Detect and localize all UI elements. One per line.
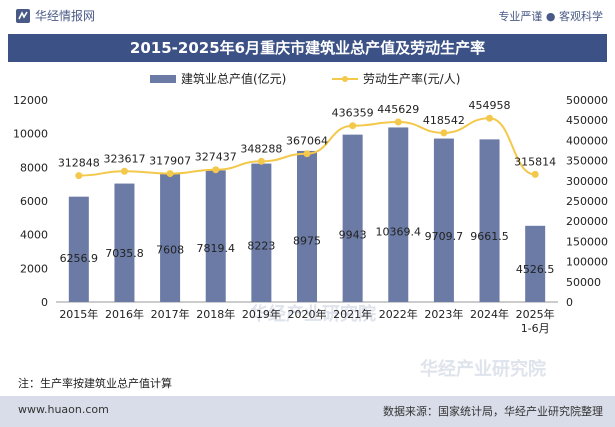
slogan: 专业严谨 ● 客观科学 (498, 10, 603, 23)
y-left-tick-label: 0 (41, 296, 48, 309)
bar (479, 139, 500, 302)
line-point (349, 122, 357, 130)
brand-name: 华经情报网 (35, 9, 96, 23)
bar (160, 173, 181, 302)
x-tick-label: 2021年 (333, 307, 372, 321)
brand-logo-icon (16, 9, 30, 23)
chart-note: 注：生产率按建筑业总产值计算 (18, 377, 172, 390)
bar (114, 183, 135, 302)
bar-value-label: 9661.5 (470, 230, 509, 243)
y-right-tick-label: 250000 (566, 195, 608, 208)
line-value-label: 348288 (240, 142, 282, 155)
bar-value-label: 9943 (339, 228, 367, 241)
line-value-label: 317907 (149, 155, 191, 168)
line-path (78, 117, 536, 177)
y-left-tick-label: 8000 (20, 161, 48, 174)
y-left-tick-label: 4000 (20, 229, 48, 242)
x-tick-label: 2020年 (288, 307, 327, 321)
y-right-tick-label: 100000 (566, 256, 608, 269)
y-right-tick-label: 350000 (566, 155, 608, 168)
line-value-label: 436359 (332, 107, 374, 120)
bar-value-label: 9709.7 (425, 230, 464, 243)
y-right-tick-label: 150000 (566, 235, 608, 248)
x-tick-label: 2018年 (196, 307, 235, 321)
bar (342, 134, 363, 302)
x-tick-label: 2017年 (151, 307, 190, 321)
line-value-label: 312848 (58, 157, 100, 170)
line-point (120, 167, 128, 175)
x-tick-label: 2015年 (59, 307, 98, 321)
bar (251, 163, 272, 302)
bar-value-label: 8223 (247, 239, 275, 252)
chart-plot: 建筑业总产值(亿元) 劳动生产率(元/人) 0 2000 4000 6000 8000 10… (13, 71, 608, 335)
bar (388, 127, 409, 303)
line-point (486, 114, 494, 122)
data-labels: 6256.9 7035.8 7608 7819.4 8223 8975 9943 10369.… (58, 99, 556, 276)
bar (525, 225, 546, 302)
brand[interactable]: 华经情报网 (16, 7, 95, 24)
bar (205, 170, 226, 302)
top-bar: 华经情报网 专业严谨 ● 客观科学 (0, 0, 615, 34)
bar (68, 196, 89, 302)
y-left-tick-label: 2000 (20, 262, 48, 275)
legend-line-marker (342, 76, 348, 82)
line-value-label: 418542 (423, 114, 465, 127)
footer-source: 数据来源：国家统计局，华经产业研究院整理 (383, 405, 603, 418)
legend-bar-label: 建筑业总产值(亿元) (181, 71, 286, 86)
x-tick-label: 2019年 (242, 307, 281, 321)
line-point (75, 172, 83, 180)
x-tick-label: 2024年 (470, 307, 509, 321)
line-point (166, 170, 174, 178)
y-right-tick-label: 0 (566, 296, 573, 309)
x-tick-label: 2016年 (105, 307, 144, 321)
y-right-tick-label: 500000 (566, 94, 608, 107)
y-right-tick-label: 200000 (566, 215, 608, 228)
legend-line-label: 劳动生产率(元/人) (363, 71, 460, 86)
line-value-label: 454958 (469, 99, 511, 112)
bar-value-label: 6256.9 (60, 252, 99, 265)
line-value-label: 315814 (514, 155, 556, 168)
y-left-tick-label: 6000 (20, 195, 48, 208)
line-point (257, 157, 265, 165)
x-tick-label: 2025年 (516, 307, 555, 321)
y-right-tick-label: 50000 (566, 276, 601, 289)
y-left-tick-label: 10000 (13, 128, 48, 141)
bar (297, 150, 317, 302)
x-tick-label: 2023年 (424, 307, 463, 321)
line-point (303, 150, 311, 158)
bar-value-label: 4526.5 (516, 263, 555, 276)
legend: 建筑业总产值(亿元) 劳动生产率(元/人) (150, 71, 460, 86)
line-value-label: 367064 (286, 135, 328, 148)
line-point (531, 170, 539, 178)
line-value-label: 323617 (103, 152, 145, 165)
y-left-tick-label: 12000 (13, 94, 48, 107)
legend-bar-swatch (150, 75, 176, 83)
bar-value-label: 8975 (293, 235, 321, 248)
bar-value-label: 7035.8 (105, 247, 144, 260)
line-value-label: 327437 (195, 151, 237, 164)
y-right-tick-label: 450000 (566, 114, 608, 127)
y-right-tick-label: 300000 (566, 175, 608, 188)
bar-value-label: 7608 (156, 243, 184, 256)
x-tick-label: 1-6月 (521, 322, 550, 335)
chart-title: 2015-2025年6月重庆市建筑业总产值及劳动生产率 (129, 39, 486, 57)
footer-website[interactable]: www.huaon.com (18, 403, 109, 416)
bar-value-label: 7819.4 (196, 242, 235, 255)
axes: 0 2000 4000 6000 8000 10000 12000 0 50000 100000 1… (13, 94, 608, 335)
bar (433, 138, 454, 302)
line-point (394, 118, 402, 126)
y-right-tick-label: 400000 (566, 134, 608, 147)
bar-series (68, 127, 546, 303)
title-bar: 2015-2025年6月重庆市建筑业总产值及劳动生产率 (8, 34, 607, 62)
footer: www.huaon.com 数据来源：国家统计局，华经产业研究院整理 (0, 396, 615, 427)
line-series (75, 114, 539, 180)
line-point (440, 129, 448, 137)
x-tick-label: 2022年 (379, 307, 418, 321)
line-value-label: 445629 (377, 103, 419, 116)
line-point (212, 166, 220, 174)
bar-value-label: 10369.4 (376, 226, 422, 239)
